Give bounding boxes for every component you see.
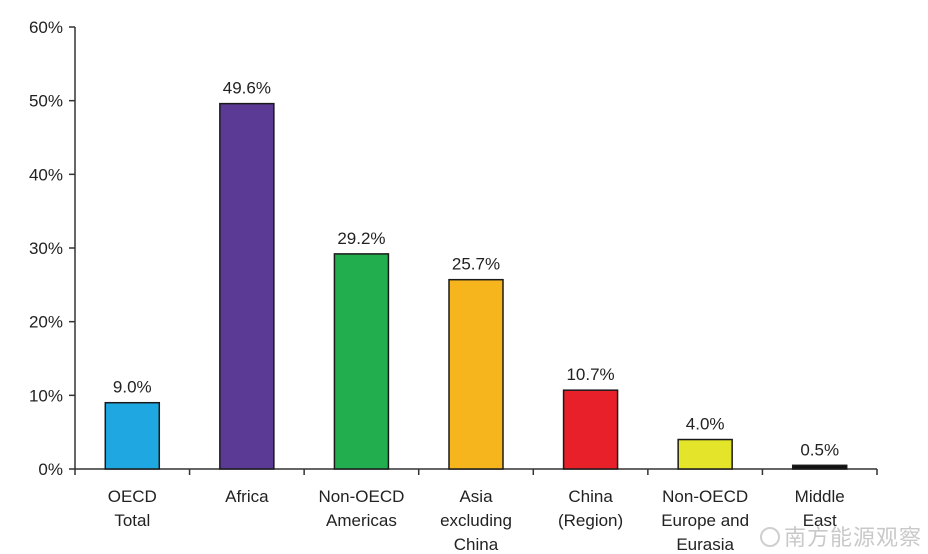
bar <box>104 401 161 470</box>
category-label: Middle <box>795 487 845 506</box>
y-tick-label: 0% <box>38 460 63 479</box>
bar <box>219 102 275 470</box>
watermark-text: 南方能源观察 <box>783 526 922 551</box>
watermark: 南方能源观察 <box>759 520 922 552</box>
category-label: Non-OECD <box>318 487 404 506</box>
data-label: 4.0% <box>686 415 725 434</box>
category-label: Non-OECD <box>662 487 748 506</box>
data-label: 29.2% <box>337 229 385 248</box>
data-label: 25.7% <box>452 255 500 274</box>
bar <box>677 438 733 470</box>
bar <box>791 464 848 470</box>
category-label: China <box>454 535 499 554</box>
bar <box>448 278 504 470</box>
category-label: excluding <box>440 511 512 530</box>
category-label: Asia <box>459 487 493 506</box>
wechat-icon <box>759 527 780 547</box>
category-label: Eurasia <box>676 535 734 554</box>
data-label: 10.7% <box>566 365 614 384</box>
y-tick-label: 50% <box>29 92 63 111</box>
bar <box>333 253 390 470</box>
category-label: East <box>803 511 837 530</box>
data-label: 49.6% <box>223 79 271 98</box>
data-label: 9.0% <box>113 378 152 397</box>
y-tick-label: 10% <box>29 386 63 405</box>
category-label: Total <box>114 511 150 530</box>
bar <box>562 389 619 470</box>
y-tick-label: 40% <box>29 165 63 184</box>
y-tick-label: 30% <box>29 239 63 258</box>
y-tick-label: 20% <box>29 313 63 332</box>
data-label: 0.5% <box>800 440 839 459</box>
category-label: Europe and <box>661 511 749 530</box>
y-tick-label: 60% <box>29 18 63 37</box>
category-label: China <box>568 487 613 506</box>
category-label: OECD <box>108 487 157 506</box>
category-label: (Region) <box>558 511 623 530</box>
category-label: Africa <box>225 487 269 506</box>
category-label: Americas <box>326 511 397 530</box>
